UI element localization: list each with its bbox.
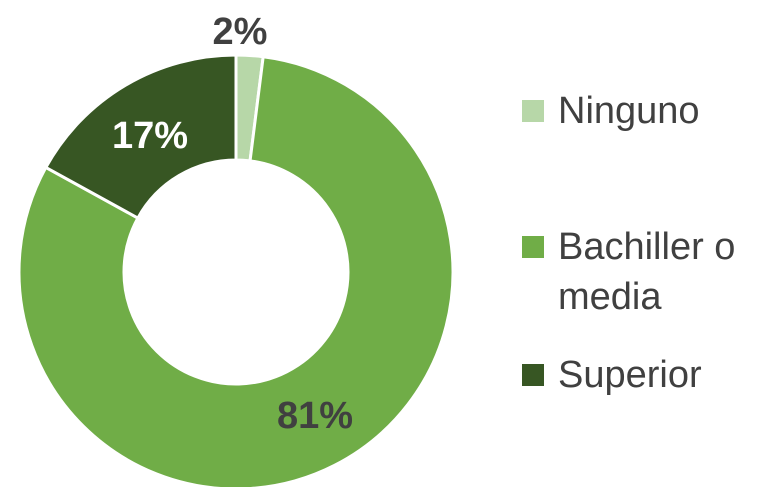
legend-label-bachiller: Bachiller o media — [558, 226, 736, 318]
legend-swatch-superior — [522, 364, 544, 386]
data-label-ninguno: 2% — [213, 11, 268, 53]
slice-superior — [43, 53, 238, 221]
data-label-superior: 17% — [112, 115, 188, 157]
legend-label-superior: Superior — [558, 354, 702, 396]
slice-bachiller — [17, 55, 455, 487]
legend-swatch-ninguno — [522, 100, 544, 122]
legend-item-bachiller: Bachiller o media — [522, 222, 768, 322]
legend-item-superior: Superior — [522, 350, 768, 400]
legend-swatch-bachiller — [522, 236, 544, 258]
legend-label-ninguno: Ninguno — [558, 90, 700, 132]
data-label-bachiller: 81% — [277, 395, 353, 437]
legend-item-ninguno: Ninguno — [522, 86, 768, 136]
